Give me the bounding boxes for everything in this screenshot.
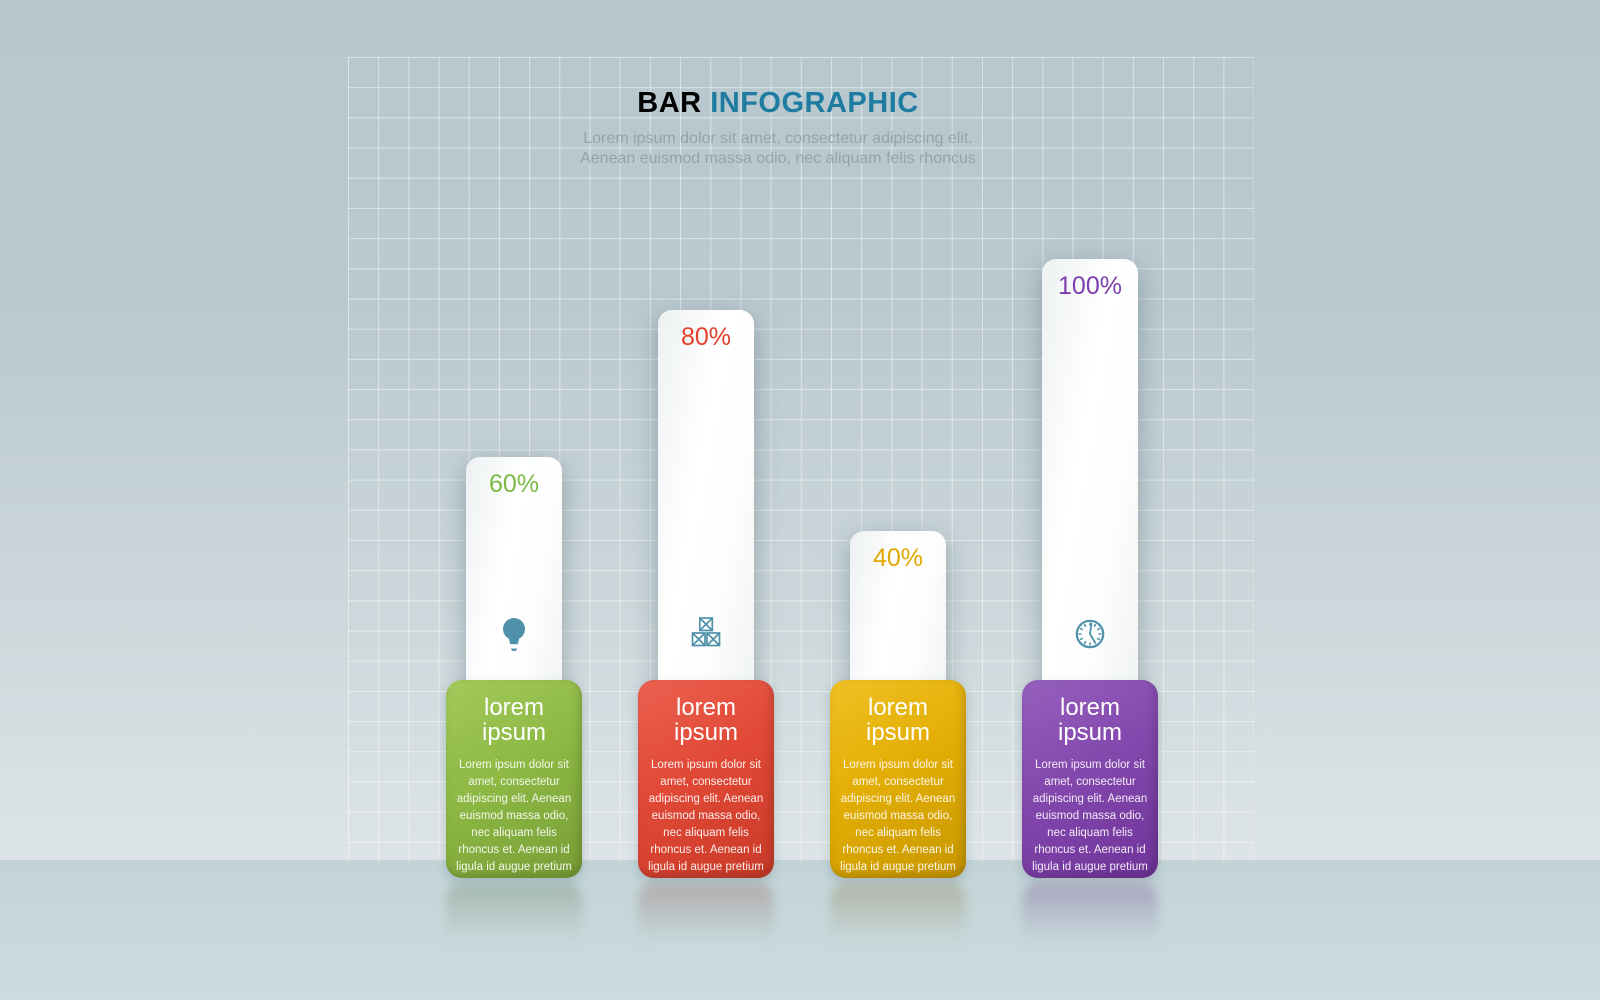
page-title-accent: BAR xyxy=(637,87,702,119)
bar-card-4: lorem ipsum Lorem ipsum dolor sit amet, … xyxy=(1022,680,1158,878)
page-title-rest: INFOGRAPHIC xyxy=(701,87,919,119)
boxes-icon xyxy=(686,614,726,654)
bar-card-1: lorem ipsum Lorem ipsum dolor sit amet, … xyxy=(446,680,582,878)
bar-value-label-1: 60% xyxy=(488,470,540,498)
page-subtitle: Lorem ipsum dolor sit amet, consectetur … xyxy=(348,129,1208,169)
card-title-3: lorem ipsum xyxy=(865,694,931,747)
card-title-2: lorem ipsum xyxy=(673,694,739,747)
page-title: BAR INFOGRAPHIC xyxy=(348,87,1208,120)
bar-value-label-2: 80% xyxy=(680,323,732,351)
card-body-3: Lorem ipsum dolor sit amet, consectetur … xyxy=(840,758,956,873)
floor-band xyxy=(0,860,1600,1000)
lightbulb-icon xyxy=(494,614,534,654)
card-reflection-2 xyxy=(638,884,774,952)
subtitle-line-1: Lorem ipsum dolor sit amet, consectetur … xyxy=(583,129,973,147)
card-body-4: Lorem ipsum dolor sit amet, consectetur … xyxy=(1032,758,1148,873)
bar-column-4: 100% xyxy=(1042,259,1138,760)
card-body-2: Lorem ipsum dolor sit amet, consectetur … xyxy=(648,758,764,873)
bar-card-2: lorem ipsum Lorem ipsum dolor sit amet, … xyxy=(638,680,774,878)
bar-value-label-4: 100% xyxy=(1058,272,1122,300)
bar-card-3: lorem ipsum Lorem ipsum dolor sit amet, … xyxy=(830,680,966,878)
bar-value-label-3: 40% xyxy=(872,544,924,572)
card-title-1: lorem ipsum xyxy=(481,694,547,747)
card-reflection-1 xyxy=(446,884,582,952)
header: BAR INFOGRAPHIC Lorem ipsum dolor sit am… xyxy=(348,87,1208,169)
card-body-1: Lorem ipsum dolor sit amet, consectetur … xyxy=(456,758,572,873)
card-reflection-3 xyxy=(830,884,966,952)
clock-icon xyxy=(1070,614,1110,654)
card-title-4: lorem ipsum xyxy=(1057,694,1123,747)
card-reflection-4 xyxy=(1022,884,1158,952)
subtitle-line-2: Aenean euismod massa odio, nec aliquam f… xyxy=(580,149,976,167)
